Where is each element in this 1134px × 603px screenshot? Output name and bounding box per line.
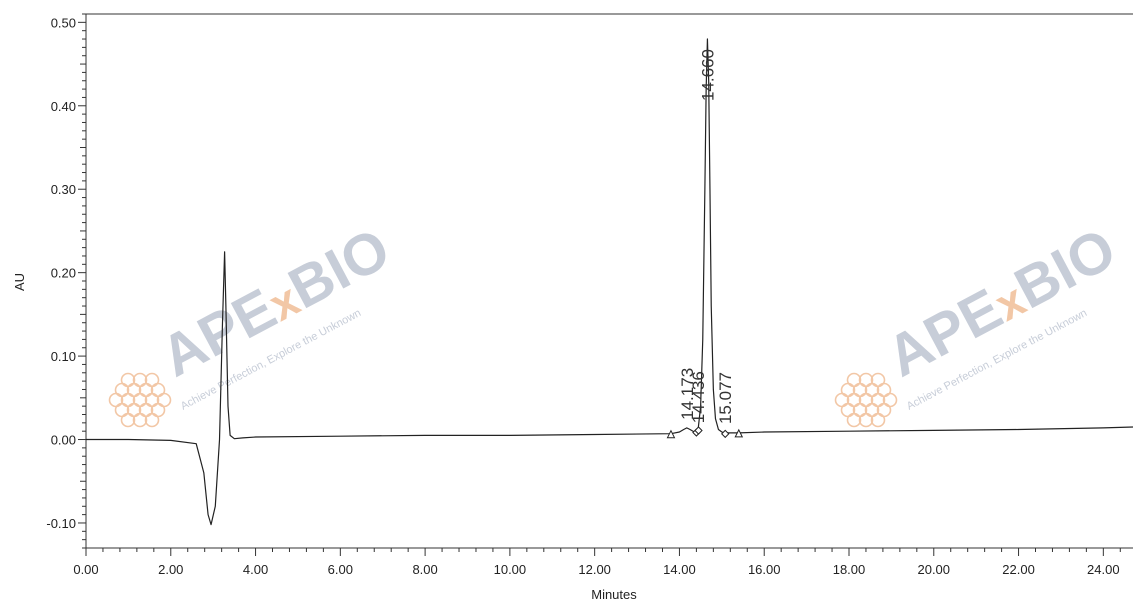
x-tick-label: 10.00	[494, 562, 527, 577]
watermark-logo	[108, 372, 172, 428]
y-tick-label: 0.30	[51, 182, 76, 197]
x-tick-label: 24.00	[1087, 562, 1120, 577]
x-axis: 0.00 2.00 4.00 6.00 8.00 10.00 12.00 14.00 16.00…	[73, 548, 1121, 577]
y-axis: -0.10 0.00 0.10 0.20 0.30 0.40 0.50	[46, 13, 86, 549]
x-tick-label: 0.00	[73, 562, 98, 577]
x-tick-label: 14.00	[663, 562, 696, 577]
y-axis-title: AU	[12, 273, 27, 291]
peak-label: 14.173	[678, 368, 697, 420]
y-tick-label: 0.00	[51, 433, 76, 448]
y-tick-label: 0.20	[51, 266, 76, 281]
baseline-triangle-marker	[734, 428, 744, 438]
baseline-triangle-marker	[666, 429, 676, 439]
x-tick-label: 2.00	[158, 562, 183, 577]
x-axis-title: Minutes	[591, 587, 637, 602]
x-tick-label: 6.00	[328, 562, 353, 577]
x-tick-label: 16.00	[748, 562, 781, 577]
x-tick-label: 4.00	[243, 562, 268, 577]
x-tick-label: 20.00	[917, 562, 950, 577]
peak-label: 14.660	[698, 49, 717, 101]
baseline-diamond-marker	[694, 426, 703, 435]
y-tick-label: -0.10	[46, 516, 76, 531]
y-tick-label: 0.10	[51, 349, 76, 364]
y-tick-label: 0.50	[51, 15, 76, 30]
peak-label: 14.436	[689, 371, 708, 423]
x-tick-label: 18.00	[833, 562, 866, 577]
watermark-logo	[834, 372, 898, 428]
x-tick-label: 12.00	[578, 562, 611, 577]
baseline-diamond-marker	[721, 429, 730, 439]
x-tick-label: 22.00	[1002, 562, 1035, 577]
x-tick-label: 8.00	[412, 562, 437, 577]
peak-label: 15.077	[716, 372, 735, 424]
y-tick-label: 0.40	[51, 99, 76, 114]
baseline-markers	[666, 426, 744, 439]
